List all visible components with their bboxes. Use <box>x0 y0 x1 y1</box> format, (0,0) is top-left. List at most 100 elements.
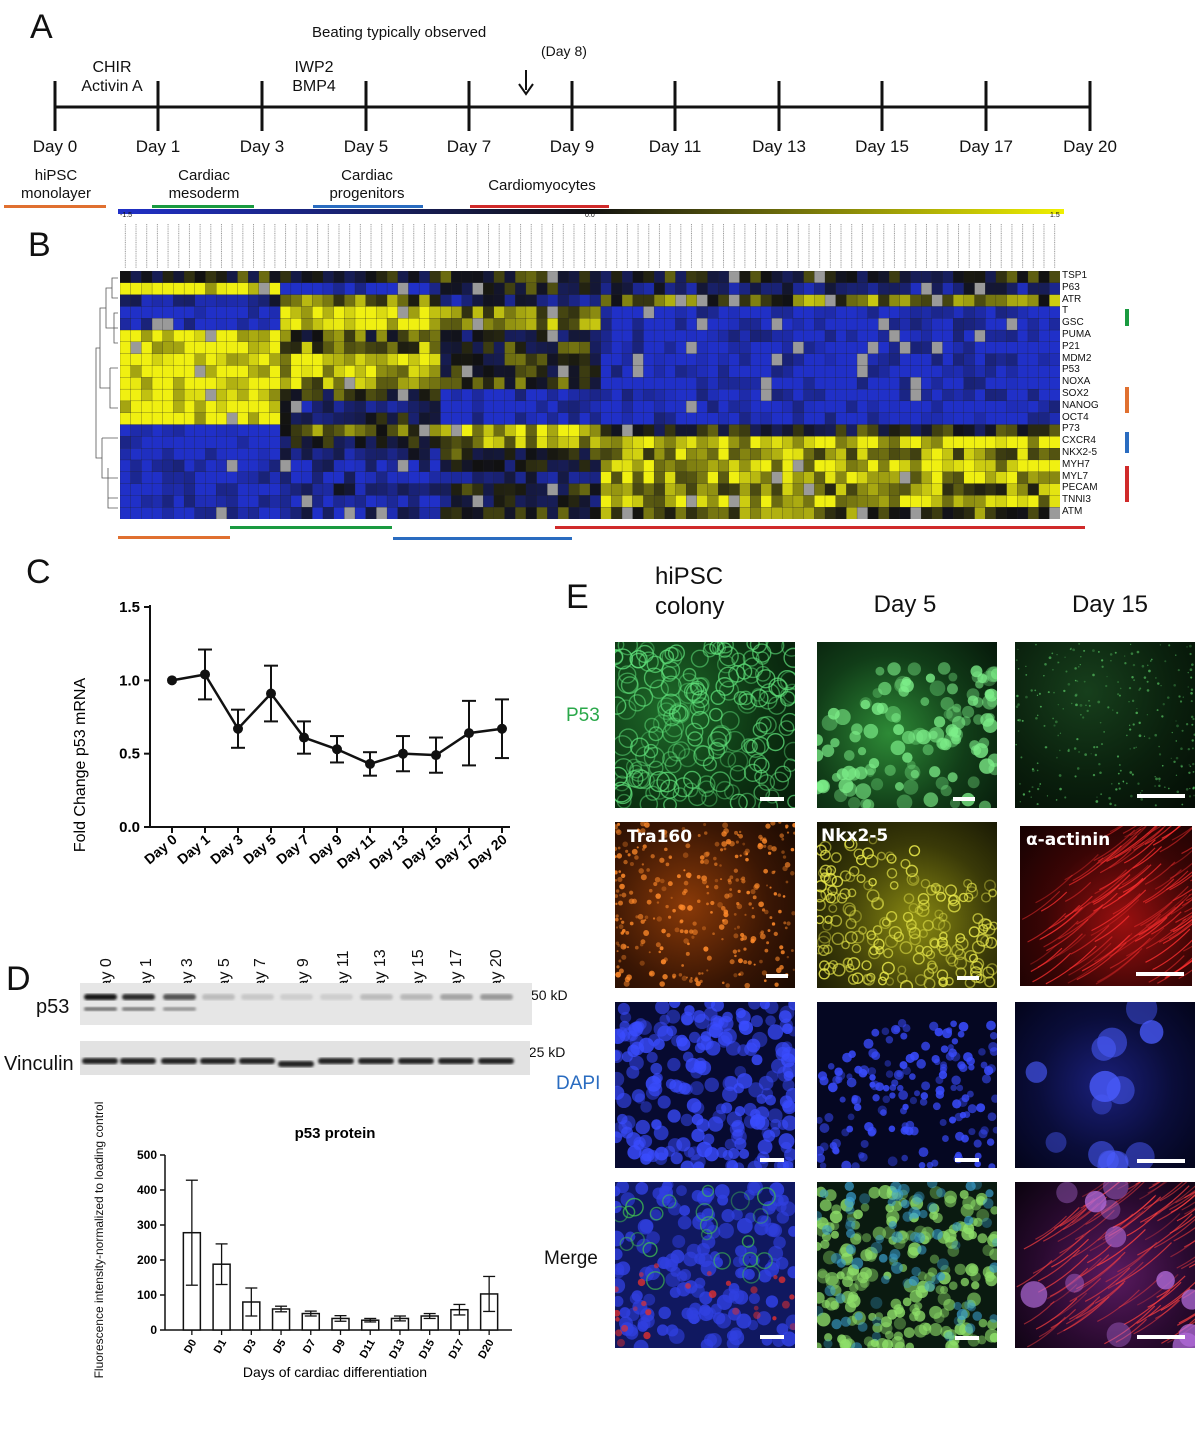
heatmap-cell <box>963 448 975 461</box>
heatmap-cell <box>878 471 890 484</box>
heatmap-cell <box>600 424 612 437</box>
heatmap-cell <box>824 318 837 331</box>
heatmap-cell <box>814 388 826 402</box>
heatmap-cell <box>183 341 196 355</box>
heatmap-cell <box>120 318 132 331</box>
heatmap-cell <box>921 306 933 319</box>
p53-lower-band <box>122 1007 155 1011</box>
heatmap-cell <box>899 448 911 461</box>
heatmap-cell <box>814 400 826 414</box>
heatmap-cell <box>493 282 505 296</box>
heatmap-cell <box>194 365 206 378</box>
heatmap-cell <box>750 282 762 296</box>
heatmap-cell <box>771 471 783 484</box>
heatmap-cell <box>205 365 217 378</box>
heatmap-cell <box>653 412 666 425</box>
heatmap-cell <box>931 353 943 366</box>
heatmap-cell <box>365 424 377 437</box>
timeline-day-5: Day 9 <box>549 137 595 156</box>
heatmap-cell <box>921 377 933 390</box>
heatmap-cell <box>515 448 527 461</box>
heatmap-cell <box>600 318 612 331</box>
heatmap-cell <box>931 412 943 425</box>
heatmap-cell <box>1038 459 1050 473</box>
label-alpha-actinin: α-actinin <box>1026 830 1111 850</box>
vinculin-band <box>120 1058 156 1064</box>
heatmap-cell <box>814 459 826 473</box>
heatmap-cell <box>611 424 623 437</box>
heatmap-cell <box>750 495 762 508</box>
heatmap-cell <box>568 388 580 402</box>
heatmap-cell <box>130 495 142 508</box>
heatmap-cell <box>472 341 484 355</box>
heatmap-cell <box>974 282 986 296</box>
heatmap-cell <box>451 353 463 366</box>
heatmap-cell <box>322 271 335 284</box>
heatmap-cell <box>888 400 901 414</box>
heatmap-cell <box>525 459 538 473</box>
heatmap-cell <box>344 471 356 484</box>
heatmap-cell <box>686 507 698 519</box>
heatmap-cell <box>280 353 292 366</box>
heatmap-cell <box>835 436 847 449</box>
heatmap-cell <box>707 377 719 390</box>
heatmap-cell <box>728 459 740 473</box>
heatmap-cell <box>1017 306 1029 319</box>
heatmap-cell <box>312 294 324 307</box>
heatmap-cell <box>322 507 335 519</box>
heatmap-cell <box>162 424 174 437</box>
heatmap-cell <box>878 294 890 307</box>
vinculin-band <box>318 1058 354 1064</box>
heatmap-cell <box>910 377 922 390</box>
heatmap-cell <box>878 341 890 355</box>
heatmap-cell <box>846 377 858 390</box>
heatmap-cell <box>942 471 954 484</box>
heatmap-cell <box>942 448 954 461</box>
heatmap-cell <box>1017 341 1029 355</box>
heatmap-cell <box>461 471 473 484</box>
heatmap-cell <box>771 436 783 449</box>
heatmap-cell <box>824 377 837 390</box>
heatmap-cell <box>226 377 238 390</box>
heatmap-cell <box>151 436 164 449</box>
heatmap-cell <box>782 424 794 437</box>
heatmap-cell <box>312 271 324 284</box>
heatmap-cell <box>750 412 762 425</box>
heatmap-cell <box>418 294 431 307</box>
heatmap-cell <box>792 436 805 449</box>
heatmap-cell <box>472 353 484 366</box>
gene-label: ATM <box>1062 505 1083 517</box>
heatmap-cell <box>269 448 281 461</box>
heatmap-cell <box>846 282 858 296</box>
heatmap-cell <box>643 388 655 402</box>
heatmap-cell <box>621 412 634 425</box>
heatmap-cell <box>504 365 516 378</box>
heatmap-cell <box>376 318 388 331</box>
heatmap-cell <box>258 294 270 307</box>
heatmap-cell <box>162 294 174 307</box>
western-blot <box>80 983 532 1075</box>
heatmap-cell <box>985 365 997 378</box>
heatmap-cell <box>322 388 335 402</box>
heatmap-cell <box>739 271 751 284</box>
heatmap-cell <box>760 400 773 414</box>
heatmap-cell <box>429 306 441 319</box>
heatmap-cell <box>397 412 409 425</box>
factor-activin-a: Activin A <box>81 78 143 95</box>
heatmap-cell <box>301 329 313 343</box>
heatmap-cell <box>418 459 431 473</box>
heatmap-cell <box>1006 436 1018 449</box>
heatmap-cell <box>354 341 367 355</box>
heatmap-cell <box>344 495 356 508</box>
heatmap-cell <box>718 318 730 331</box>
heatmap-cell <box>258 495 270 508</box>
factors-chir-activin: CHIR Activin A <box>60 58 164 96</box>
heatmap-cell <box>835 377 847 390</box>
heatmap-cell <box>397 483 409 496</box>
heatmap-cell <box>1038 318 1050 331</box>
heatmap-cell <box>835 341 847 355</box>
heatmap-cell <box>1027 318 1040 331</box>
heatmap-cell <box>312 365 324 378</box>
heatmap-cell <box>312 353 324 366</box>
heatmap-cell <box>696 365 708 378</box>
